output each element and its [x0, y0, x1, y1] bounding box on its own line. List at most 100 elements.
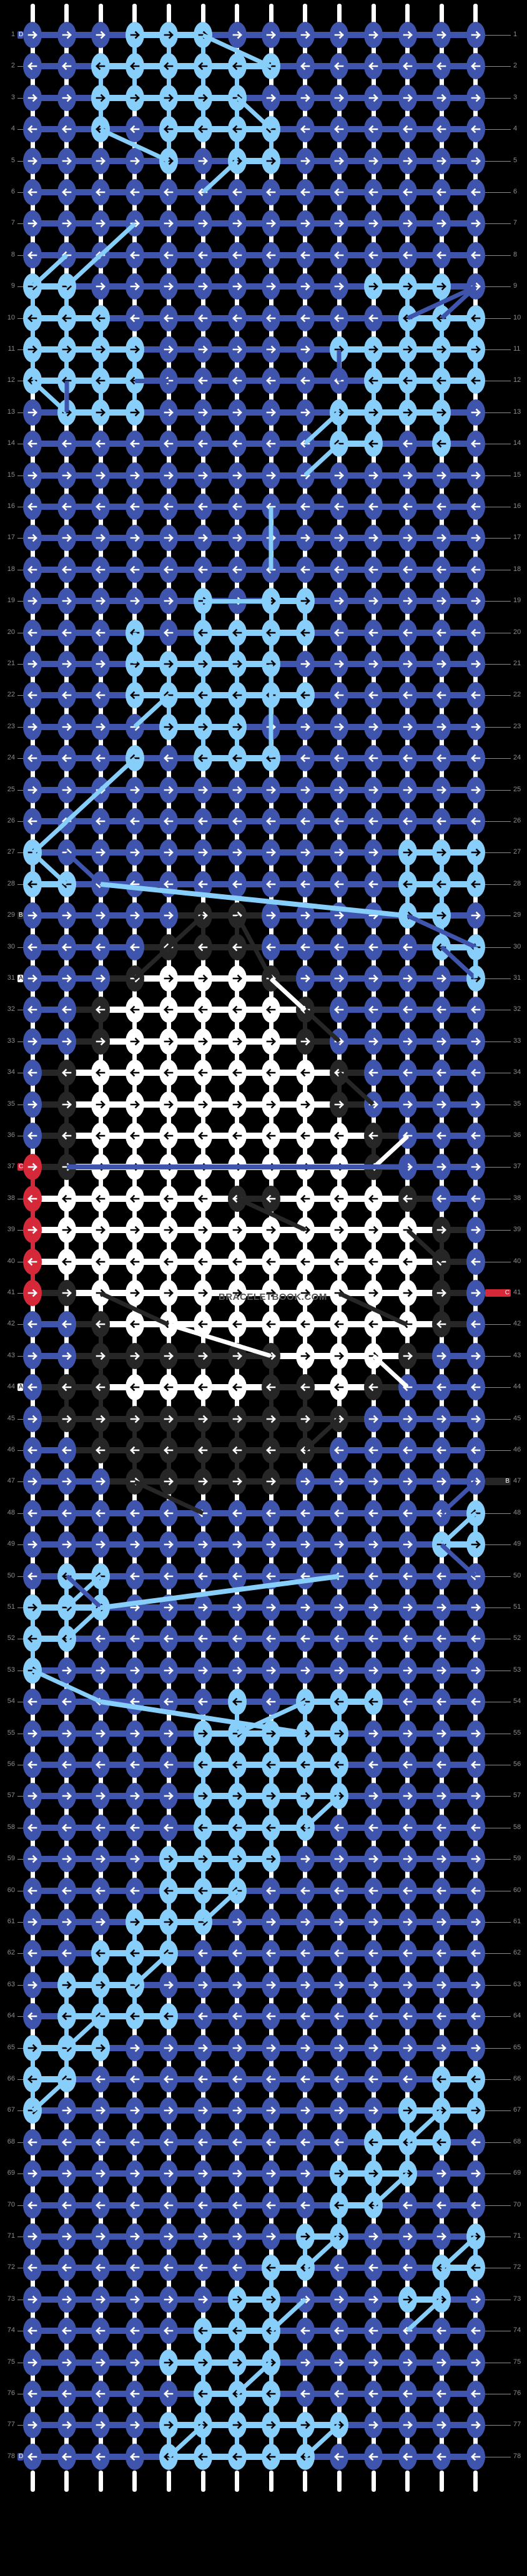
- knot[interactable]: [330, 1468, 349, 1495]
- knot[interactable]: [194, 1783, 212, 1810]
- knot[interactable]: [91, 2349, 111, 2376]
- knot[interactable]: [91, 210, 111, 237]
- knot[interactable]: [23, 210, 42, 237]
- knot[interactable]: [227, 556, 247, 583]
- knot[interactable]: [330, 1752, 349, 1778]
- knot[interactable]: [432, 2066, 451, 2092]
- knot[interactable]: [57, 179, 76, 205]
- knot[interactable]: [466, 1123, 485, 1149]
- knot[interactable]: [432, 336, 451, 363]
- knot[interactable]: [125, 1689, 144, 1715]
- knot[interactable]: [159, 2349, 179, 2376]
- knot[interactable]: [159, 556, 179, 583]
- knot[interactable]: [398, 713, 417, 740]
- knot[interactable]: [159, 210, 179, 237]
- knot[interactable]: [330, 556, 349, 583]
- knot[interactable]: [159, 116, 179, 143]
- knot[interactable]: [262, 1846, 281, 1873]
- knot[interactable]: [432, 2129, 451, 2155]
- knot[interactable]: [398, 53, 417, 80]
- knot[interactable]: [466, 210, 485, 237]
- knot[interactable]: [23, 336, 42, 363]
- knot[interactable]: [23, 682, 42, 709]
- knot[interactable]: [23, 53, 42, 80]
- knot[interactable]: [91, 556, 111, 583]
- knot[interactable]: [466, 1217, 485, 1244]
- knot[interactable]: [330, 713, 349, 740]
- knot[interactable]: [194, 2066, 212, 2092]
- knot[interactable]: [295, 53, 315, 80]
- knot[interactable]: [23, 1311, 42, 1338]
- knot[interactable]: [398, 1468, 417, 1495]
- knot[interactable]: [194, 1877, 212, 1904]
- knot[interactable]: [91, 1720, 111, 1747]
- knot[interactable]: [57, 1311, 76, 1338]
- knot[interactable]: [23, 179, 42, 205]
- knot[interactable]: [398, 2034, 417, 2061]
- knot[interactable]: [295, 1405, 315, 1432]
- knot[interactable]: [91, 2412, 111, 2439]
- knot[interactable]: [364, 1877, 383, 1904]
- knot[interactable]: [330, 1657, 349, 1684]
- knot[interactable]: [466, 588, 485, 615]
- knot[interactable]: [398, 1248, 417, 1275]
- knot[interactable]: [194, 242, 212, 268]
- knot[interactable]: [295, 1752, 315, 1778]
- knot[interactable]: [432, 1657, 451, 1684]
- knot[interactable]: [262, 1091, 281, 1118]
- knot[interactable]: [194, 1500, 212, 1526]
- knot[interactable]: [295, 368, 315, 394]
- knot[interactable]: [159, 2129, 179, 2155]
- knot[interactable]: [364, 1437, 383, 1463]
- knot[interactable]: [159, 839, 179, 866]
- knot[interactable]: [227, 1940, 247, 1967]
- knot[interactable]: [466, 1185, 485, 1212]
- knot[interactable]: [194, 1563, 212, 1589]
- knot[interactable]: [194, 2223, 212, 2250]
- knot[interactable]: [466, 2003, 485, 2030]
- knot[interactable]: [125, 1185, 144, 1212]
- knot[interactable]: [466, 53, 485, 80]
- knot[interactable]: [91, 965, 111, 992]
- knot[interactable]: [23, 965, 42, 992]
- knot[interactable]: [398, 556, 417, 583]
- knot[interactable]: [432, 525, 451, 552]
- knot[interactable]: [91, 1657, 111, 1684]
- knot[interactable]: [91, 179, 111, 205]
- knot[interactable]: [330, 1500, 349, 1526]
- knot[interactable]: [159, 494, 179, 520]
- knot[interactable]: [125, 84, 144, 111]
- knot[interactable]: [364, 1028, 383, 1055]
- knot[interactable]: [295, 179, 315, 205]
- knot[interactable]: [227, 2318, 247, 2344]
- knot[interactable]: [330, 2066, 349, 2092]
- knot[interactable]: [466, 399, 485, 426]
- knot[interactable]: [295, 2318, 315, 2344]
- knot[interactable]: [432, 808, 451, 834]
- knot[interactable]: [159, 1028, 179, 1055]
- knot[interactable]: [398, 1720, 417, 1747]
- knot[interactable]: [364, 84, 383, 111]
- knot[interactable]: [364, 1311, 383, 1338]
- knot[interactable]: [432, 273, 451, 300]
- knot[interactable]: [398, 2192, 417, 2218]
- knot[interactable]: [262, 1060, 281, 1086]
- knot[interactable]: [398, 22, 417, 48]
- knot[interactable]: [330, 934, 349, 960]
- knot[interactable]: [194, 1971, 212, 1998]
- knot[interactable]: [125, 588, 144, 615]
- knot[interactable]: [295, 1531, 315, 1558]
- knot[interactable]: [466, 1783, 485, 1810]
- knot[interactable]: [159, 1123, 179, 1149]
- knot[interactable]: [57, 1531, 76, 1558]
- knot[interactable]: [159, 273, 179, 300]
- knot[interactable]: [330, 839, 349, 866]
- knot[interactable]: [330, 1123, 349, 1149]
- knot[interactable]: [398, 525, 417, 552]
- knot[interactable]: [295, 1185, 315, 1212]
- knot[interactable]: [227, 2443, 247, 2470]
- knot[interactable]: [466, 1971, 485, 1998]
- knot[interactable]: [23, 1342, 42, 1369]
- knot[interactable]: [432, 1060, 451, 1086]
- knot[interactable]: [57, 619, 76, 646]
